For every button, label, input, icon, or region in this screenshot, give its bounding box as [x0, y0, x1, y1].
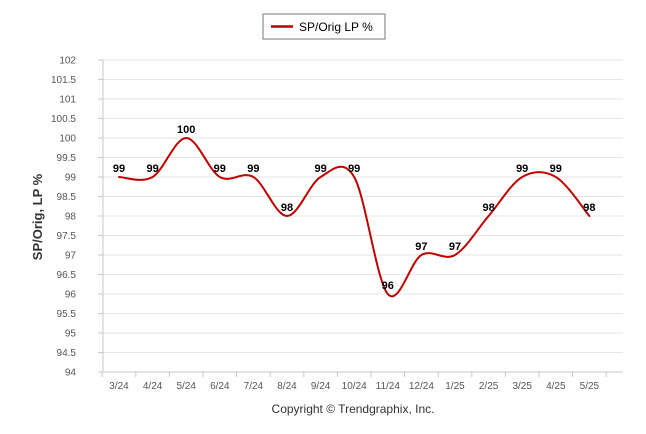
y-tick-label: 100.5	[51, 114, 76, 125]
data-labels: 99 99 100 99 99 98 99 99 96 97 97 98 99 99 98	[113, 124, 596, 292]
y-tick-label: 96	[65, 290, 77, 301]
x-axis-ticks: 3/24 4/24 5/24 6/24 7/24 8/24 9/24 10/24 11/24 12…	[101, 372, 607, 392]
series-line-group	[118, 137, 591, 298]
x-tick-label: 11/24	[376, 381, 401, 392]
data-label: 98	[281, 202, 293, 214]
x-tick-label: 3/24	[109, 381, 129, 392]
x-tick-label: 1/25	[445, 381, 465, 392]
y-tick-label: 96.5	[57, 270, 77, 281]
grid	[102, 59, 623, 373]
y-tick-label: 97.5	[57, 231, 77, 242]
y-axis-title: SP/Orig, LP %	[30, 173, 45, 260]
y-tick-label: 97	[65, 251, 77, 262]
legend: SP/Orig LP %	[262, 13, 386, 40]
y-tick-label: 99.5	[57, 153, 77, 164]
data-label: 98	[583, 202, 595, 214]
y-tick-label: 95	[65, 329, 77, 340]
data-label: 99	[113, 163, 125, 175]
data-label: 99	[247, 163, 259, 175]
copyright-text: Copyright © Trendgraphix, Inc.	[272, 402, 435, 416]
x-tick-label: 2/25	[479, 381, 499, 392]
x-tick-label: 5/25	[580, 381, 600, 392]
x-tick-label: 8/24	[277, 381, 297, 392]
y-tick-label: 94.5	[57, 348, 77, 359]
data-label: 99	[146, 163, 158, 175]
data-label: 99	[314, 163, 326, 175]
data-label: 98	[482, 202, 494, 214]
legend-label: SP/Orig LP %	[299, 20, 373, 34]
x-tick-label: 4/25	[546, 381, 566, 392]
data-label: 97	[415, 241, 427, 253]
y-tick-label: 95.5	[57, 309, 77, 320]
series-line	[118, 137, 591, 298]
x-tick-label: 7/24	[244, 381, 264, 392]
y-tick-label: 98.5	[57, 192, 77, 203]
data-label: 99	[516, 163, 528, 175]
x-tick-label: 5/24	[176, 381, 196, 392]
y-tick-label: 94	[65, 368, 77, 379]
data-label: 99	[550, 163, 562, 175]
data-label: 99	[214, 163, 226, 175]
y-tick-label: 99	[65, 173, 77, 184]
x-tick-label: 12/24	[409, 381, 434, 392]
y-tick-label: 98	[65, 212, 77, 223]
data-label: 99	[348, 163, 360, 175]
x-tick-label: 9/24	[311, 381, 331, 392]
y-tick-label: 101.5	[51, 75, 76, 86]
y-tick-label: 100	[59, 134, 76, 145]
x-tick-label: 6/24	[210, 381, 230, 392]
data-label: 100	[177, 124, 195, 136]
x-tick-label: 10/24	[342, 381, 367, 392]
data-label: 96	[382, 280, 394, 292]
y-tick-label: 102	[59, 56, 76, 67]
data-label: 97	[449, 241, 461, 253]
y-tick-label: 101	[59, 95, 76, 106]
x-tick-label: 3/25	[512, 381, 532, 392]
y-axis-ticks: 94 94.5 95 95.5 96 96.5 97 97.5 98 98.5 99 99.5 100 1…	[51, 56, 103, 379]
x-tick-label: 4/24	[143, 381, 163, 392]
